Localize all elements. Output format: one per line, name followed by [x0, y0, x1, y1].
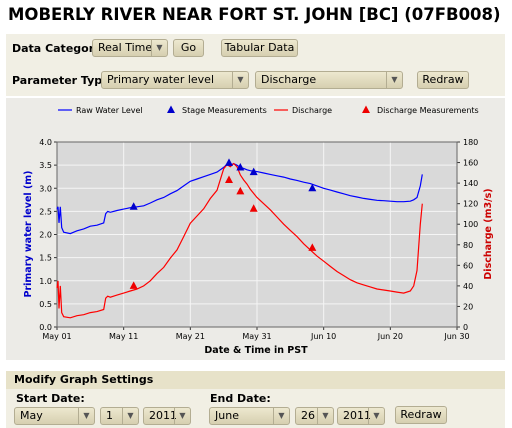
go-button[interactable]: Go	[173, 39, 204, 57]
x-tick-label: Jun 10	[310, 332, 336, 341]
legend-label: Discharge Measurements	[377, 106, 479, 115]
stage-measurement-point	[129, 202, 138, 210]
date-settings-panel: Start Date: May ▼ 1 ▼ 2011 ▼ End Date: J…	[6, 389, 505, 428]
discharge-measurement-point	[308, 243, 317, 251]
y-tick-label: 3.5	[39, 161, 52, 170]
modify-graph-settings-header: Modify Graph Settings	[6, 371, 505, 389]
y2-tick-label: 20	[463, 302, 473, 311]
legend-label: Discharge	[292, 106, 332, 115]
y-tick-label: 1.0	[39, 277, 52, 286]
chevron-down-icon: ▼	[273, 408, 289, 424]
y2-tick-label: 180	[463, 138, 478, 147]
x-tick-label: Jun 30	[443, 332, 469, 341]
primary-parameter-select[interactable]: Primary water level ▼	[101, 71, 249, 89]
stage-measurement-point	[249, 167, 258, 176]
y-tick-label: 2.5	[39, 207, 52, 216]
start-month-select[interactable]: May ▼	[14, 407, 95, 425]
x-tick-label: May 01	[42, 332, 71, 341]
chevron-down-icon: ▼	[386, 72, 402, 88]
legend-label: Stage Measurements	[182, 106, 267, 115]
chevron-down-icon: ▼	[78, 408, 94, 424]
end-year-value: 2011	[343, 409, 371, 422]
discharge-measurement-point	[249, 204, 258, 212]
stage-measurement-point	[225, 158, 233, 166]
chevron-down-icon: ▼	[151, 40, 167, 56]
start-date-label: Start Date:	[16, 392, 85, 405]
y-tick-label: 1.5	[39, 254, 52, 263]
y2-tick-label: 140	[463, 179, 478, 188]
chevron-down-icon: ▼	[232, 72, 248, 88]
y-tick-label: 3.0	[39, 184, 52, 193]
redraw-button[interactable]: Redraw	[417, 71, 469, 89]
start-day-select[interactable]: 1 ▼	[100, 407, 139, 425]
x-axis-label: Date & Time in PST	[204, 345, 308, 356]
x-tick-label: May 11	[109, 332, 138, 341]
parameter-type-label: Parameter Type:	[12, 74, 115, 87]
chevron-down-icon: ▼	[317, 408, 333, 424]
chevron-down-icon: ▼	[174, 408, 190, 424]
y2-tick-label: 120	[463, 200, 478, 209]
stage-measurement-point	[308, 183, 317, 192]
chart-svg: 0.0 0.5 1.0 1.5 2.0 2.5 3.0 3.5 4.0 0 20 40 60 80 100 1…	[23, 105, 494, 356]
secondary-parameter-value: Discharge	[261, 73, 317, 86]
end-month-value: June	[215, 409, 239, 422]
end-month-select[interactable]: June ▼	[209, 407, 290, 425]
data-controls-panel: Data Category: Real Time ▼ Go Tabular Da…	[6, 34, 505, 96]
discharge-measurement-point	[236, 186, 245, 195]
y-tick-label: 0.0	[39, 323, 52, 332]
y-tick-label: 0.5	[39, 300, 52, 309]
chevron-down-icon: ▼	[122, 408, 138, 424]
y2-tick-label: 80	[463, 241, 473, 250]
end-year-select[interactable]: 2011 ▼	[337, 407, 385, 425]
y2-tick-label: 0	[463, 323, 468, 332]
end-day-value: 26	[301, 409, 315, 422]
page-title: MOBERLY RIVER NEAR FORT ST. JOHN [BC] (0…	[8, 5, 501, 24]
legend-label: Raw Water Level	[76, 106, 143, 115]
secondary-parameter-select[interactable]: Discharge ▼	[255, 71, 403, 89]
y-tick-label: 2.0	[39, 231, 52, 240]
stage-measurement-point	[236, 162, 245, 171]
y2-tick-label: 60	[463, 261, 473, 270]
hydrograph-chart: 0.0 0.5 1.0 1.5 2.0 2.5 3.0 3.5 4.0 0 20 40 60 80 100 1…	[6, 98, 505, 360]
discharge-measurement-point	[225, 175, 233, 184]
date-redraw-button[interactable]: Redraw	[395, 406, 447, 424]
start-month-value: May	[20, 409, 43, 422]
x-tick-label: May 31	[242, 332, 271, 341]
data-category-select[interactable]: Real Time ▼	[92, 39, 168, 57]
end-day-select[interactable]: 26 ▼	[295, 407, 334, 425]
start-year-value: 2011	[149, 409, 177, 422]
y2-tick-label: 40	[463, 282, 473, 291]
legend-triangle-swatch	[362, 105, 370, 113]
start-year-select[interactable]: 2011 ▼	[143, 407, 191, 425]
discharge-measurement-point	[129, 281, 138, 289]
data-category-label: Data Category:	[12, 42, 106, 55]
end-date-label: End Date:	[210, 392, 271, 405]
tabular-data-button[interactable]: Tabular Data	[221, 39, 298, 57]
y-axis-label: Primary water level (m)	[23, 170, 34, 297]
primary-parameter-value: Primary water level	[107, 73, 214, 86]
start-day-value: 1	[106, 409, 113, 422]
x-tick-label: May 21	[176, 332, 205, 341]
y-tick-label: 4.0	[39, 138, 52, 147]
y2-tick-label: 160	[463, 159, 478, 168]
data-category-value: Real Time	[98, 41, 153, 54]
y2-axis-label: Discharge (m3/s)	[483, 188, 494, 279]
x-tick-label: Jun 20	[377, 332, 403, 341]
plot-border	[56, 141, 458, 328]
chevron-down-icon: ▼	[368, 408, 384, 424]
y2-tick-label: 100	[463, 220, 478, 229]
legend-triangle-swatch	[167, 105, 175, 113]
